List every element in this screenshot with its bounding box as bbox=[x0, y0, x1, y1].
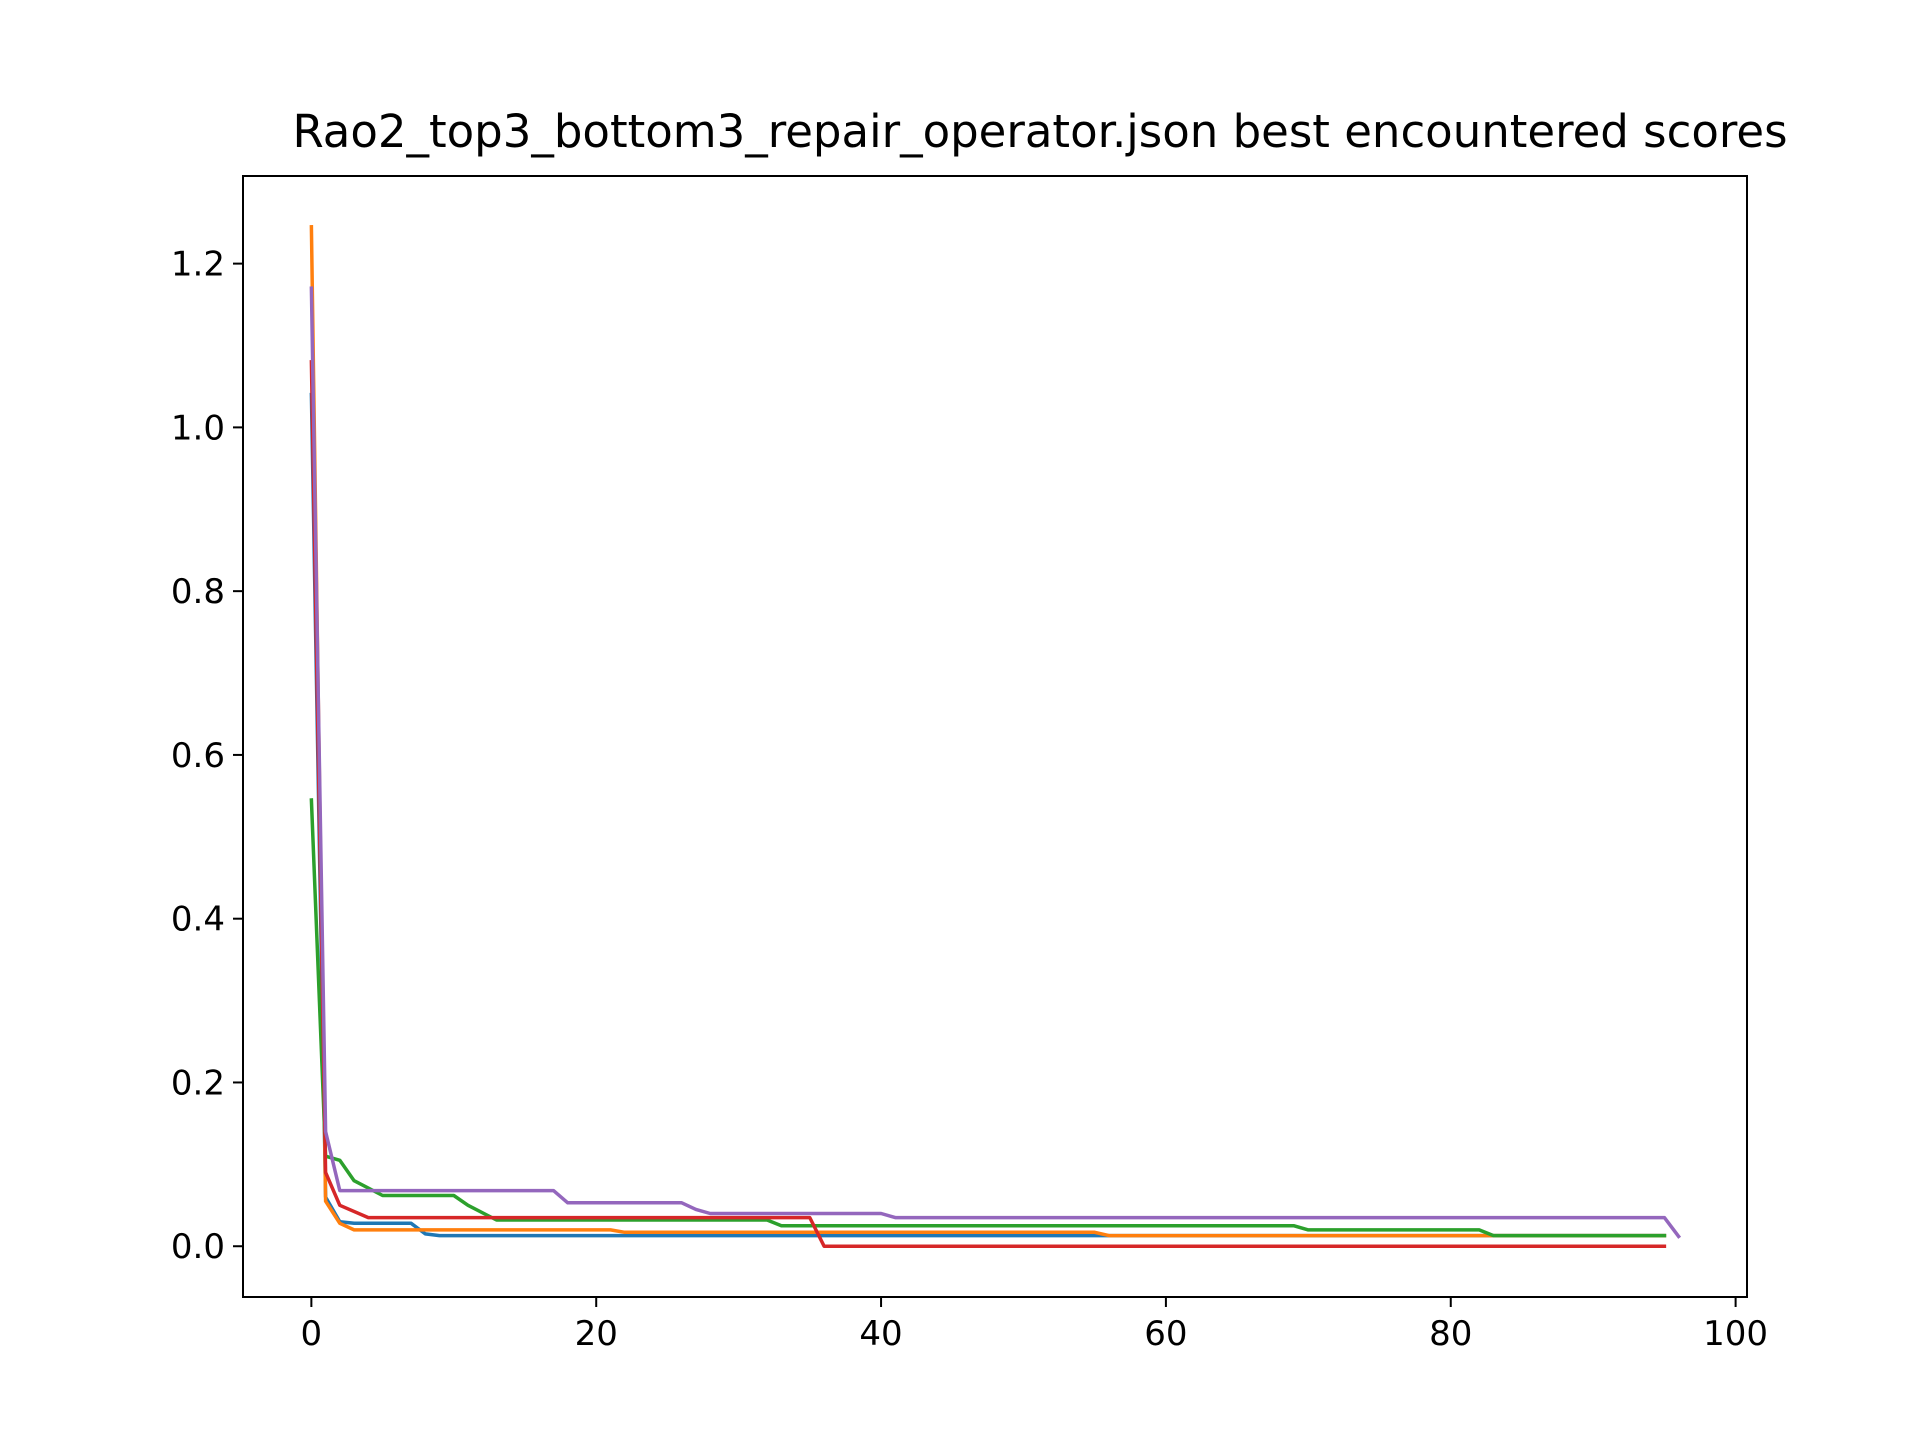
y-tick-label: 1.2 bbox=[171, 245, 225, 285]
x-tick-label: 100 bbox=[1703, 1314, 1768, 1354]
x-tick-label: 60 bbox=[1144, 1314, 1187, 1354]
series-layer bbox=[309, 225, 1682, 1248]
y-tick-label: 0.6 bbox=[171, 736, 225, 776]
y-tick-label: 1.0 bbox=[171, 408, 225, 448]
y-tick-label: 0.4 bbox=[171, 900, 225, 940]
series-line-1 bbox=[309, 392, 1667, 1238]
x-tick-label: 0 bbox=[301, 1314, 323, 1354]
chart-title: Rao2_top3_bottom3_repair_operator.json b… bbox=[292, 105, 1787, 158]
x-tick-label: 40 bbox=[859, 1314, 902, 1354]
x-tick-label: 20 bbox=[575, 1314, 618, 1354]
series-line-5 bbox=[309, 286, 1682, 1239]
y-axis: 0.0 0.2 0.4 0.6 0.8 1.0 1.2 bbox=[171, 245, 243, 1267]
series-line-3 bbox=[309, 798, 1667, 1238]
series-line-2 bbox=[309, 225, 1667, 1238]
x-axis: 0 20 40 60 80 100 bbox=[301, 1297, 1768, 1354]
x-tick-label: 80 bbox=[1429, 1314, 1472, 1354]
y-tick-label: 0.8 bbox=[171, 572, 225, 612]
series-line-4 bbox=[309, 360, 1667, 1248]
axes-frame bbox=[242, 175, 1748, 1298]
y-tick-label: 0.0 bbox=[171, 1227, 225, 1267]
y-tick-label: 0.2 bbox=[171, 1063, 225, 1103]
